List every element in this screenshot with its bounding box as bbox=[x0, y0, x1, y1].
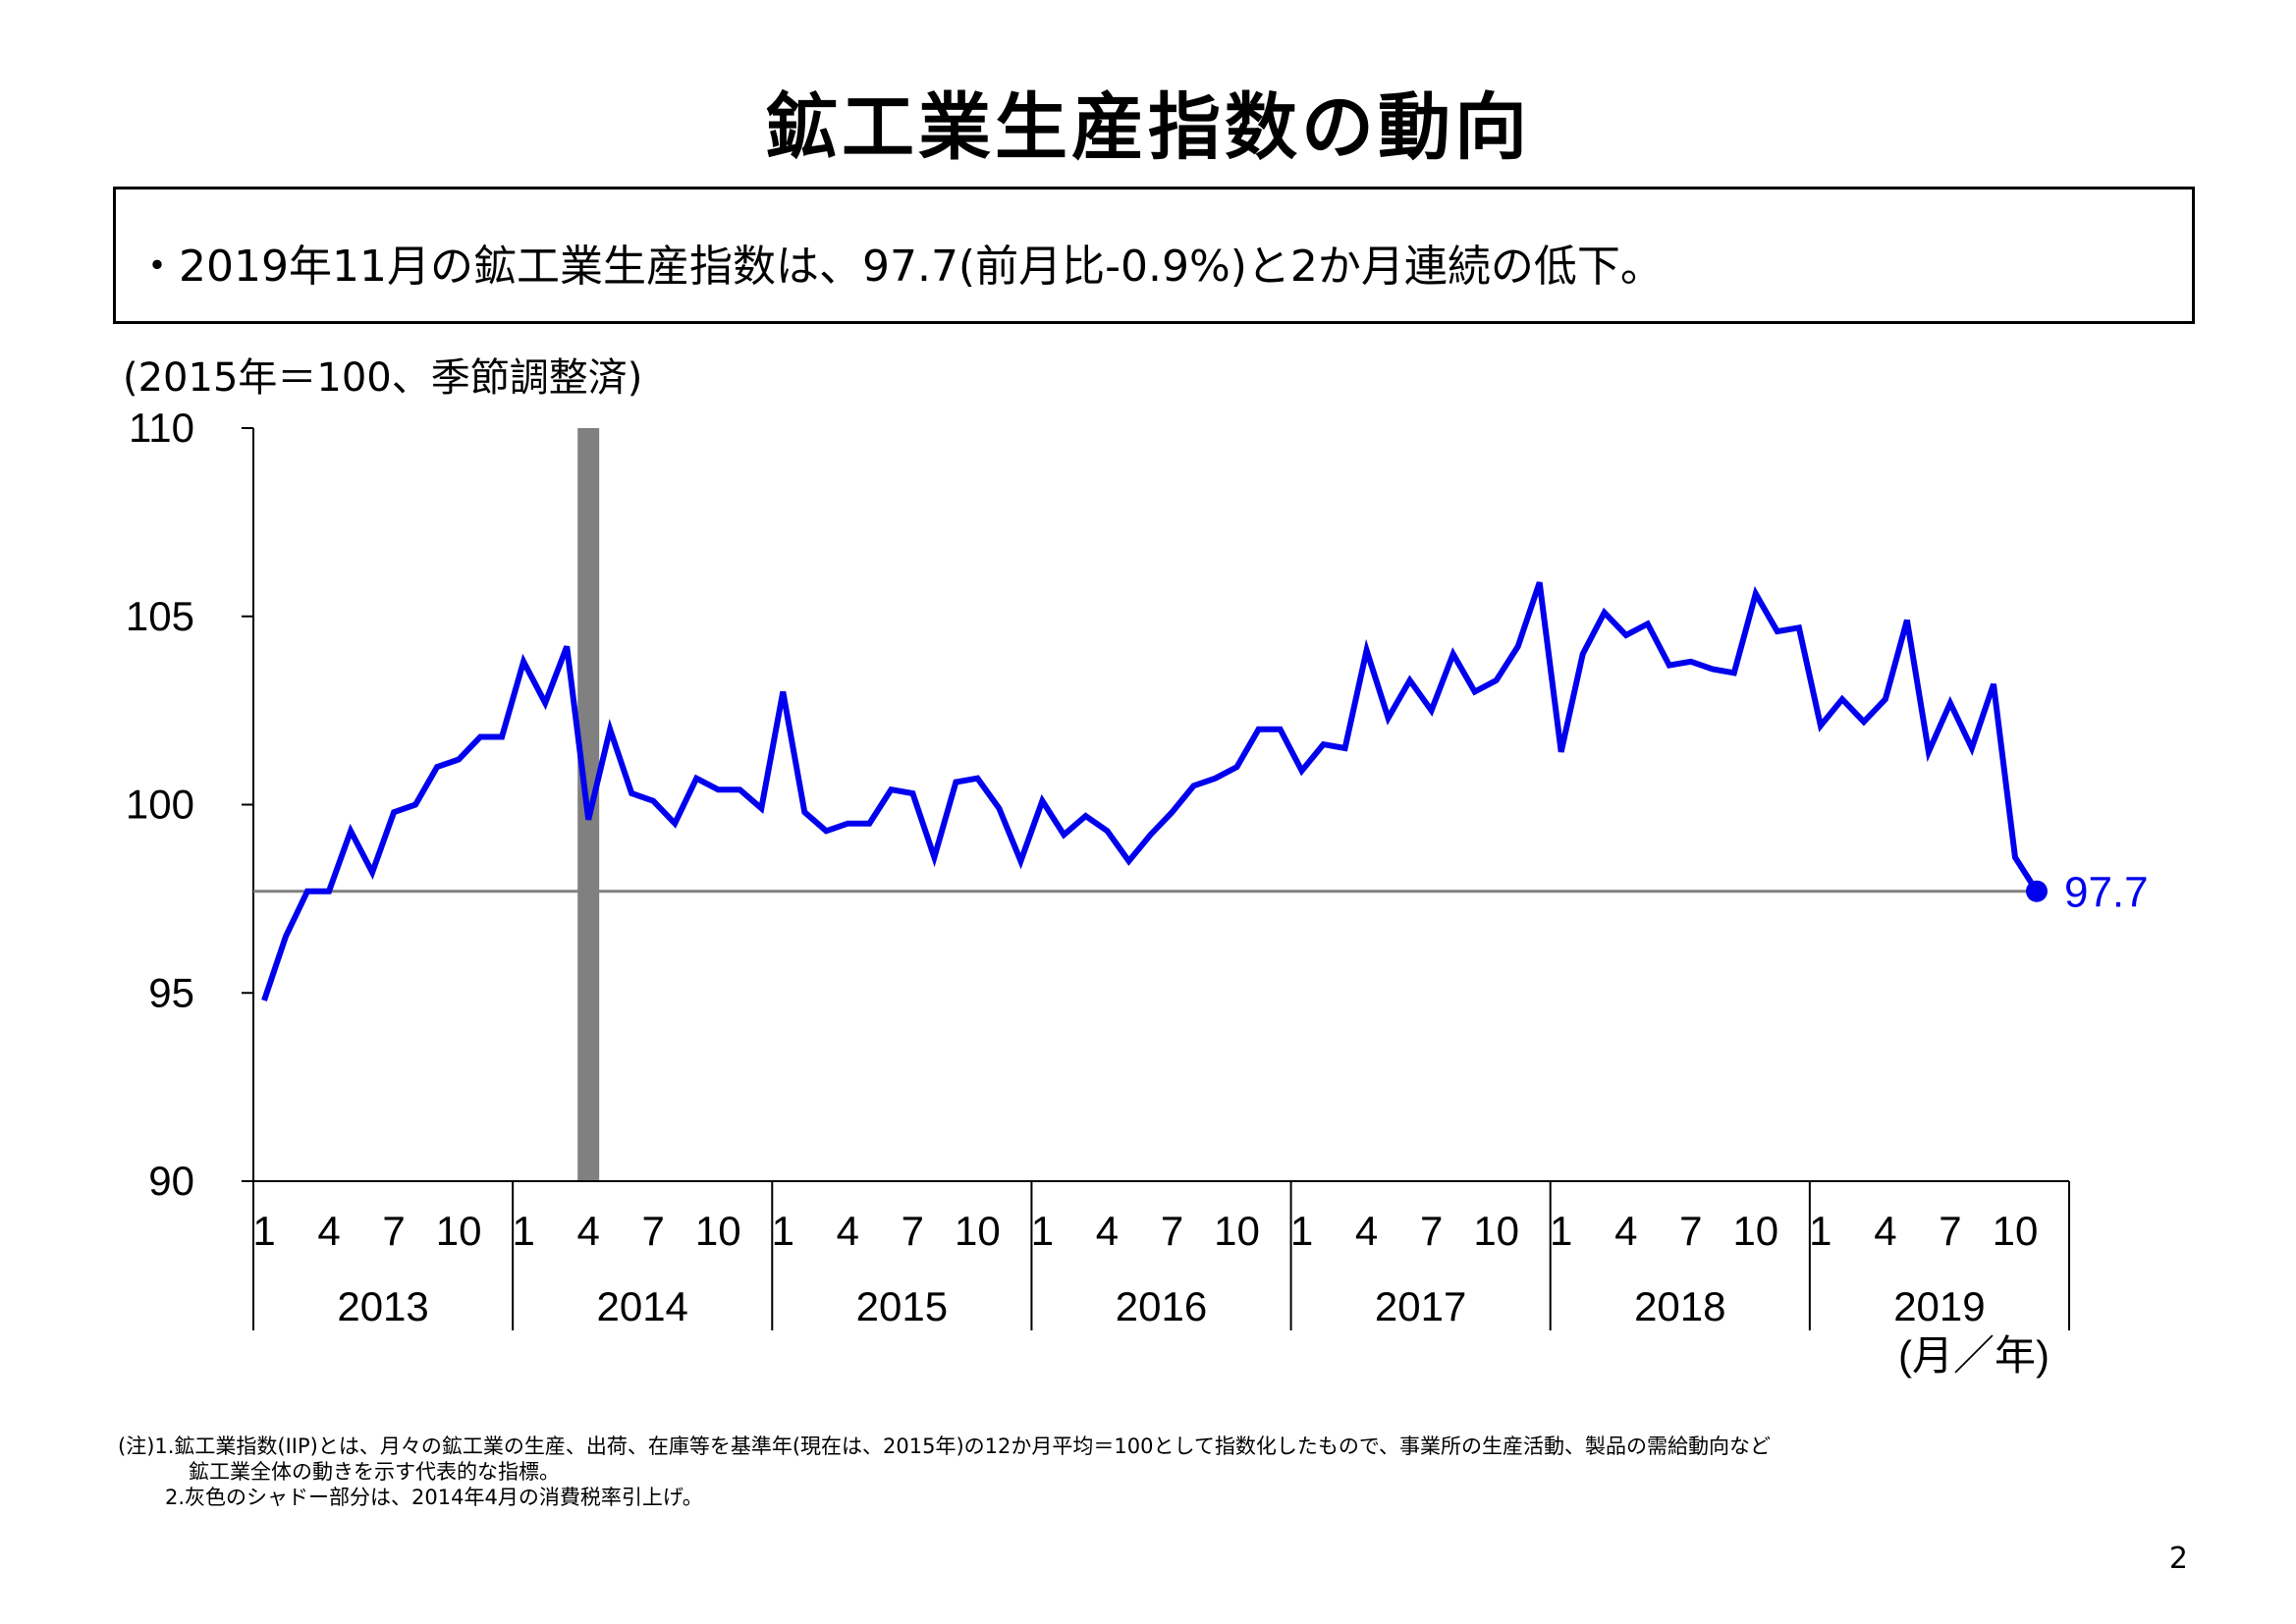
y-tick-label: 90 bbox=[148, 1158, 194, 1204]
y-tick-label: 95 bbox=[148, 969, 194, 1015]
page-number: 2 bbox=[2168, 1542, 2188, 1576]
unit-label: (2015年＝100、季節調整済) bbox=[123, 355, 643, 401]
summary-text: ・2019年11月の鉱工業生産指数は、97.7(前月比-0.9%)と2か月連続の… bbox=[136, 242, 1664, 292]
month-tick-label: 10 bbox=[436, 1208, 482, 1254]
month-tick-label: 1 bbox=[512, 1208, 534, 1254]
month-tick-label: 10 bbox=[1473, 1208, 1519, 1254]
note-line-2: 鉱工業全体の動きを示す代表的な指標。 bbox=[189, 1460, 560, 1484]
month-tick-label: 4 bbox=[317, 1208, 340, 1254]
y-tick-label: 105 bbox=[126, 593, 194, 639]
month-tick-label: 10 bbox=[1214, 1208, 1260, 1254]
page-title: 鉱工業生産指数の動向 bbox=[765, 85, 1531, 170]
y-tick-label: 100 bbox=[126, 782, 194, 828]
month-tick-label: 1 bbox=[252, 1208, 275, 1254]
month-tick-label: 7 bbox=[902, 1208, 924, 1254]
month-tick-label: 1 bbox=[1031, 1208, 1054, 1254]
note-line-1: (注)1.鉱工業指数(IIP)とは、月々の鉱工業の生産、出荷、在庫等を基準年(現… bbox=[118, 1435, 1772, 1458]
month-tick-label: 7 bbox=[1939, 1208, 1961, 1254]
month-tick-label: 4 bbox=[1874, 1208, 1896, 1254]
year-label: 2019 bbox=[1893, 1283, 1985, 1329]
year-label: 2013 bbox=[337, 1283, 428, 1329]
x-axis-label: (月／年) bbox=[1898, 1332, 2050, 1379]
footnotes: (注)1.鉱工業指数(IIP)とは、月々の鉱工業の生産、出荷、在庫等を基準年(現… bbox=[118, 1434, 1771, 1510]
month-tick-label: 7 bbox=[1420, 1208, 1443, 1254]
month-tick-label: 10 bbox=[955, 1208, 1001, 1254]
month-tick-label: 7 bbox=[1679, 1208, 1702, 1254]
note-line-3: 2.灰色のシャドー部分は、2014年4月の消費税率引上げ。 bbox=[165, 1486, 703, 1509]
last-point-label: 97.7 bbox=[2064, 869, 2149, 917]
year-label: 2018 bbox=[1634, 1283, 1725, 1329]
month-tick-label: 7 bbox=[1161, 1208, 1183, 1254]
year-label: 2014 bbox=[596, 1283, 687, 1329]
summary-box: ・2019年11月の鉱工業生産指数は、97.7(前月比-0.9%)と2か月連続の… bbox=[113, 187, 2195, 324]
month-tick-label: 10 bbox=[695, 1208, 741, 1254]
month-tick-label: 7 bbox=[642, 1208, 665, 1254]
year-label: 2017 bbox=[1375, 1283, 1466, 1329]
year-label: 2016 bbox=[1116, 1283, 1207, 1329]
y-tick-label: 110 bbox=[129, 405, 194, 451]
month-tick-label: 7 bbox=[382, 1208, 405, 1254]
month-tick-label: 4 bbox=[1096, 1208, 1119, 1254]
month-tick-label: 1 bbox=[1809, 1208, 1831, 1254]
last-point-marker bbox=[2025, 880, 2048, 902]
month-tick-label: 1 bbox=[1550, 1208, 1572, 1254]
series-line bbox=[261, 581, 2040, 1001]
month-tick-label: 1 bbox=[772, 1208, 794, 1254]
month-tick-label: 4 bbox=[837, 1208, 859, 1254]
month-tick-label: 4 bbox=[577, 1208, 600, 1254]
month-tick-label: 10 bbox=[1732, 1208, 1778, 1254]
month-tick-label: 4 bbox=[1355, 1208, 1378, 1254]
month-tick-label: 1 bbox=[1290, 1208, 1313, 1254]
month-tick-label: 4 bbox=[1614, 1208, 1637, 1254]
month-tick-label: 10 bbox=[1993, 1208, 2039, 1254]
year-label: 2015 bbox=[856, 1283, 948, 1329]
